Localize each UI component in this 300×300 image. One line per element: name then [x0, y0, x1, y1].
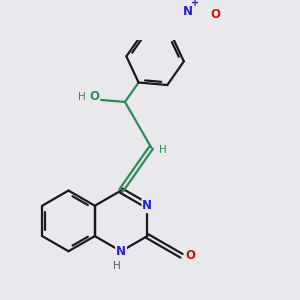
Text: +: +: [191, 0, 199, 8]
Text: H: H: [159, 145, 167, 155]
Text: O: O: [185, 249, 195, 262]
Text: O: O: [211, 8, 220, 21]
Text: O: O: [156, 0, 166, 3]
Text: N: N: [116, 245, 126, 258]
Text: O: O: [89, 90, 100, 103]
Text: H: H: [113, 261, 121, 271]
Text: N: N: [183, 5, 193, 18]
Text: N: N: [142, 199, 152, 212]
Text: H: H: [78, 92, 86, 102]
